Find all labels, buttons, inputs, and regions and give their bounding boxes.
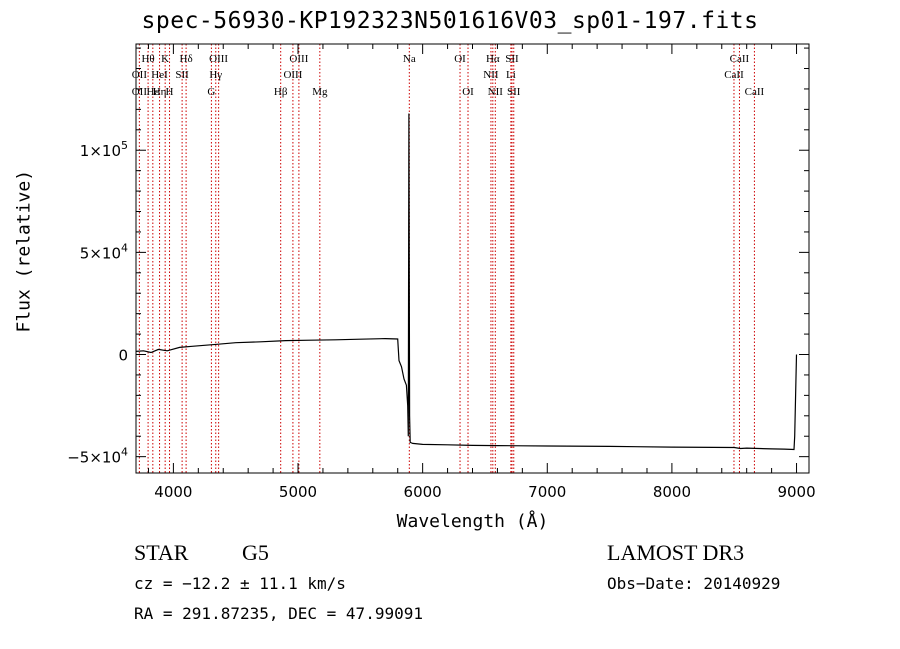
x-tick-label: 6000 xyxy=(404,483,442,501)
line-label: OIII xyxy=(283,69,302,81)
line-label: OIII xyxy=(289,53,308,65)
line-label: CaII xyxy=(730,53,750,65)
line-label: NII xyxy=(483,69,499,81)
spectrum-line xyxy=(135,113,798,451)
obs-date: Obs−Date: 20140929 xyxy=(607,574,781,593)
line-label: SII xyxy=(505,53,519,65)
y-tick-label: 5×104 xyxy=(80,241,128,262)
line-label: OI xyxy=(454,53,466,65)
line-label: Hη xyxy=(153,86,167,98)
line-label: Hδ xyxy=(180,53,193,65)
y-tick-label: 1×105 xyxy=(80,139,128,160)
chart-title: spec-56930-KP192323N501616V03_sp01-197.f… xyxy=(141,8,759,34)
line-label: OII xyxy=(132,86,148,98)
x-tick-label: 8000 xyxy=(653,483,691,501)
line-label: OII xyxy=(132,69,148,81)
line-label: Hβ xyxy=(274,86,288,98)
x-tick-label: 5000 xyxy=(279,483,317,501)
line-label: Li xyxy=(506,69,516,81)
x-tick-label: 7000 xyxy=(528,483,566,501)
line-label: Hθ xyxy=(141,53,154,65)
line-label: Hα xyxy=(486,53,500,65)
line-label: Na xyxy=(403,53,416,65)
plot-frame xyxy=(135,43,810,474)
redshift-text: cz = −12.2 ± 11.1 km/s xyxy=(134,574,346,593)
coordinates: RA = 291.87235, DEC = 47.99091 xyxy=(134,604,423,623)
y-axis-label: Flux (relative) xyxy=(13,169,35,333)
line-label: G xyxy=(207,86,215,98)
line-label: SII xyxy=(175,69,189,81)
x-tick-label: 4000 xyxy=(154,483,192,501)
line-label: CaII xyxy=(745,86,765,98)
line-label: Hε xyxy=(147,86,160,98)
y-tick-label: −5×104 xyxy=(67,446,128,467)
y-tick-label: 0 xyxy=(118,347,128,365)
line-label: SII xyxy=(507,86,521,98)
line-label: HeI xyxy=(151,69,168,81)
line-label: OIII xyxy=(209,53,228,65)
x-axis-label: Wavelength (Å) xyxy=(396,511,549,532)
survey-name: LAMOST DR3 xyxy=(607,540,745,565)
x-tick-label: 9000 xyxy=(777,483,815,501)
line-label: Mg xyxy=(312,86,328,98)
object-class: STAR xyxy=(134,540,189,565)
line-label: CaII xyxy=(724,69,744,81)
line-label: K xyxy=(161,53,169,65)
line-label: H xyxy=(166,86,174,98)
line-label: NII xyxy=(488,86,504,98)
line-label: OI xyxy=(462,86,474,98)
object-subclass: G5 xyxy=(242,540,269,565)
line-label: Hγ xyxy=(209,69,222,81)
